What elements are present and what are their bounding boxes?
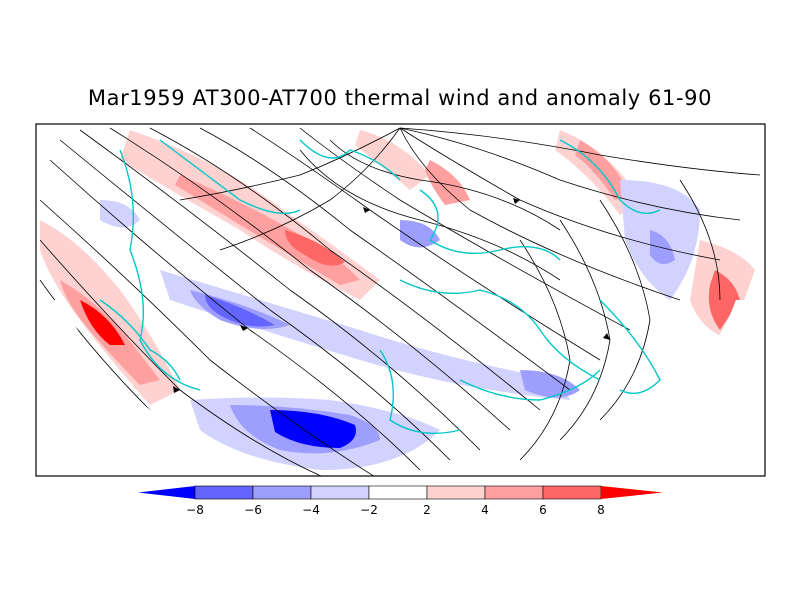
colorbar-tick-label: −4 bbox=[302, 503, 320, 517]
colorbar-segment bbox=[484, 485, 544, 500]
colorbar-tick-label: 8 bbox=[597, 503, 605, 517]
colorbar-segment bbox=[310, 485, 370, 500]
colorbar-tick-label: 4 bbox=[481, 503, 489, 517]
coastlines bbox=[99, 139, 661, 435]
colorbar-segment bbox=[426, 485, 486, 500]
colorbar: −8 −6 −4 −2 2 4 6 8 bbox=[138, 485, 663, 517]
colorbar-segment bbox=[368, 485, 428, 500]
colorbar-segment bbox=[194, 485, 254, 500]
map-frame bbox=[35, 123, 766, 477]
colorbar-tick-label: −8 bbox=[186, 503, 204, 517]
colorbar-segment bbox=[542, 485, 602, 500]
map-title: Mar1959 AT300-AT700 thermal wind and ano… bbox=[87, 86, 713, 110]
colorbar-arrow-left bbox=[138, 486, 195, 499]
colorbar-arrow-right bbox=[601, 486, 663, 499]
colorbar-tick-label: −2 bbox=[360, 503, 378, 517]
streamlines bbox=[39, 127, 761, 476]
colorbar-segment bbox=[252, 485, 312, 500]
colorbar-tick-label: 6 bbox=[539, 503, 547, 517]
colorbar-tick-label: 2 bbox=[423, 503, 431, 517]
colorbar-tick-label: −6 bbox=[244, 503, 262, 517]
streamline-arrows bbox=[173, 198, 610, 393]
anomaly-shading bbox=[36, 124, 765, 476]
